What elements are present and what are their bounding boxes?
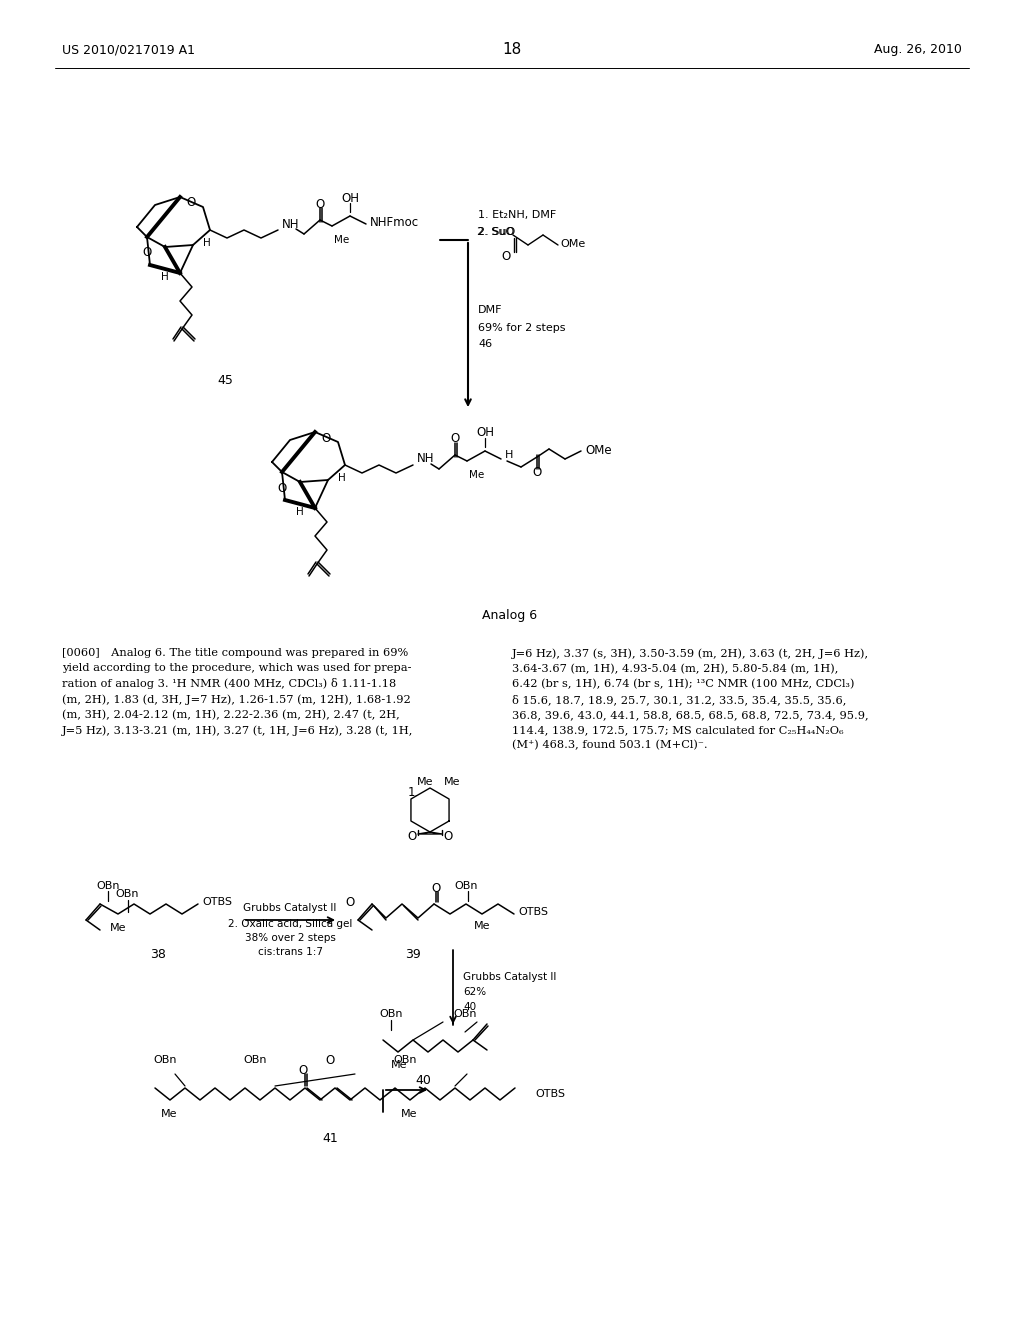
- Text: Grubbs Catalyst II: Grubbs Catalyst II: [244, 903, 337, 913]
- Text: cis:trans 1:7: cis:trans 1:7: [257, 946, 323, 957]
- Text: Aug. 26, 2010: Aug. 26, 2010: [874, 44, 962, 57]
- Text: OMe: OMe: [585, 445, 611, 458]
- Text: 18: 18: [503, 42, 521, 58]
- Text: J=6 Hz), 3.37 (s, 3H), 3.50-3.59 (m, 2H), 3.63 (t, 2H, J=6 Hz),
3.64-3.67 (m, 1H: J=6 Hz), 3.37 (s, 3H), 3.50-3.59 (m, 2H)…: [512, 648, 869, 750]
- Text: O: O: [326, 1053, 335, 1067]
- Text: OBn: OBn: [455, 880, 478, 891]
- Text: OBn: OBn: [379, 1008, 402, 1019]
- Text: OBn: OBn: [96, 880, 120, 891]
- Text: O: O: [142, 247, 152, 260]
- Text: 1.: 1.: [408, 785, 419, 799]
- Text: 40: 40: [463, 1002, 476, 1012]
- Text: Me: Me: [469, 470, 484, 480]
- Text: O: O: [298, 1064, 307, 1077]
- Text: O: O: [431, 882, 440, 895]
- Text: H: H: [505, 450, 513, 459]
- Text: Me: Me: [161, 1109, 177, 1119]
- Text: Me: Me: [443, 777, 460, 787]
- Text: 46: 46: [478, 339, 493, 348]
- Text: OBn: OBn: [115, 888, 138, 899]
- Text: O: O: [322, 432, 331, 445]
- Text: 1. Et₂NH, DMF: 1. Et₂NH, DMF: [478, 210, 556, 220]
- Text: O: O: [345, 895, 354, 908]
- Text: 2. SuO: 2. SuO: [478, 227, 515, 238]
- Text: NH: NH: [282, 218, 299, 231]
- Text: Me: Me: [110, 923, 126, 933]
- Text: 38: 38: [151, 949, 166, 961]
- Text: 69% for 2 steps: 69% for 2 steps: [478, 323, 565, 333]
- Text: OBn: OBn: [393, 1055, 417, 1065]
- Text: OTBS: OTBS: [535, 1089, 565, 1100]
- Text: O: O: [186, 197, 196, 210]
- Text: OMe: OMe: [560, 239, 586, 249]
- Text: 38% over 2 steps: 38% over 2 steps: [245, 933, 336, 942]
- Text: 45: 45: [217, 374, 232, 387]
- Text: OH: OH: [341, 191, 359, 205]
- Text: Me: Me: [334, 235, 349, 246]
- Text: O: O: [443, 830, 453, 843]
- Text: O: O: [278, 482, 287, 495]
- Text: H: H: [161, 272, 169, 282]
- Text: O: O: [315, 198, 325, 210]
- Text: H: H: [203, 238, 211, 248]
- Text: DMF: DMF: [478, 305, 503, 315]
- Text: OTBS: OTBS: [202, 898, 232, 907]
- Text: US 2010/0217019 A1: US 2010/0217019 A1: [62, 44, 195, 57]
- Text: O: O: [532, 466, 542, 479]
- Text: 2. SuO: 2. SuO: [477, 227, 514, 238]
- Text: Me: Me: [391, 1060, 408, 1071]
- Text: Me: Me: [400, 1109, 417, 1119]
- Text: 40: 40: [415, 1073, 431, 1086]
- Text: O: O: [451, 433, 460, 446]
- Text: OH: OH: [476, 426, 494, 440]
- Text: 62%: 62%: [463, 987, 486, 997]
- Text: OBn: OBn: [454, 1008, 477, 1019]
- Text: O: O: [502, 249, 511, 263]
- Text: 41: 41: [323, 1131, 338, 1144]
- Text: OBn: OBn: [154, 1055, 177, 1065]
- Text: 2. Oxalic acid, Silica gel: 2. Oxalic acid, Silica gel: [227, 919, 352, 929]
- Text: OBn: OBn: [244, 1055, 266, 1065]
- Text: H: H: [338, 473, 346, 483]
- Text: Grubbs Catalyst II: Grubbs Catalyst II: [463, 972, 556, 982]
- Text: H: H: [296, 507, 304, 517]
- Text: O: O: [408, 830, 417, 843]
- Text: 39: 39: [406, 949, 421, 961]
- Text: Me: Me: [417, 777, 433, 787]
- Text: Me: Me: [474, 921, 490, 931]
- Text: NH: NH: [417, 453, 434, 466]
- Text: NHFmoc: NHFmoc: [370, 215, 419, 228]
- Text: [0060] Analog 6. The title compound was prepared in 69%
yield according to the p: [0060] Analog 6. The title compound was …: [62, 648, 414, 737]
- Text: OTBS: OTBS: [518, 907, 548, 917]
- Text: Analog 6: Analog 6: [482, 609, 538, 622]
